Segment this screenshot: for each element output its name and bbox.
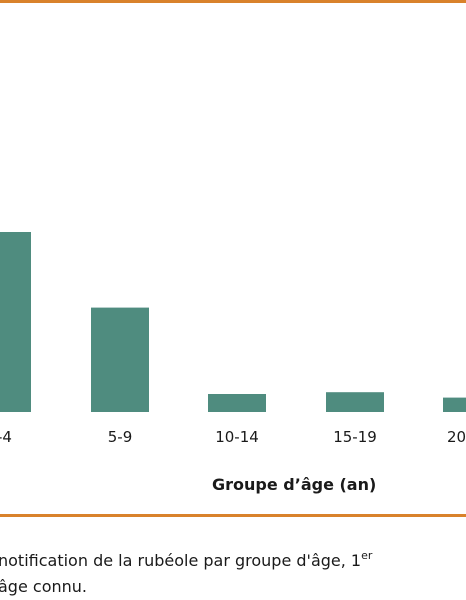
bar-15-19 — [326, 392, 384, 412]
caption-line-2: âge connu. — [0, 577, 87, 596]
bar-20 — [443, 397, 466, 412]
top-rule — [0, 0, 466, 3]
x-axis-label: Groupe d’âge (an) — [212, 475, 377, 494]
bar-chart: -4 5-9 10-14 15-19 20 — [0, 232, 466, 446]
bar-10-14 — [208, 394, 266, 412]
x-tick-label: 15-19 — [333, 428, 377, 446]
figure-caption: notification de la rubéole par groupe d'… — [0, 548, 466, 600]
bar-1-4 — [0, 232, 31, 412]
bottom-rule — [0, 514, 466, 517]
x-tick-label: 5-9 — [108, 428, 133, 446]
x-tick-label: 20 — [447, 428, 466, 446]
caption-line-1-text: notification de la rubéole par groupe d'… — [0, 551, 362, 570]
caption-line-1: notification de la rubéole par groupe d'… — [0, 548, 466, 574]
bar-5-9 — [91, 307, 149, 412]
x-tick-label: 10-14 — [215, 428, 259, 446]
x-tick-label: -4 — [0, 428, 12, 446]
caption-superscript: er — [361, 549, 373, 562]
